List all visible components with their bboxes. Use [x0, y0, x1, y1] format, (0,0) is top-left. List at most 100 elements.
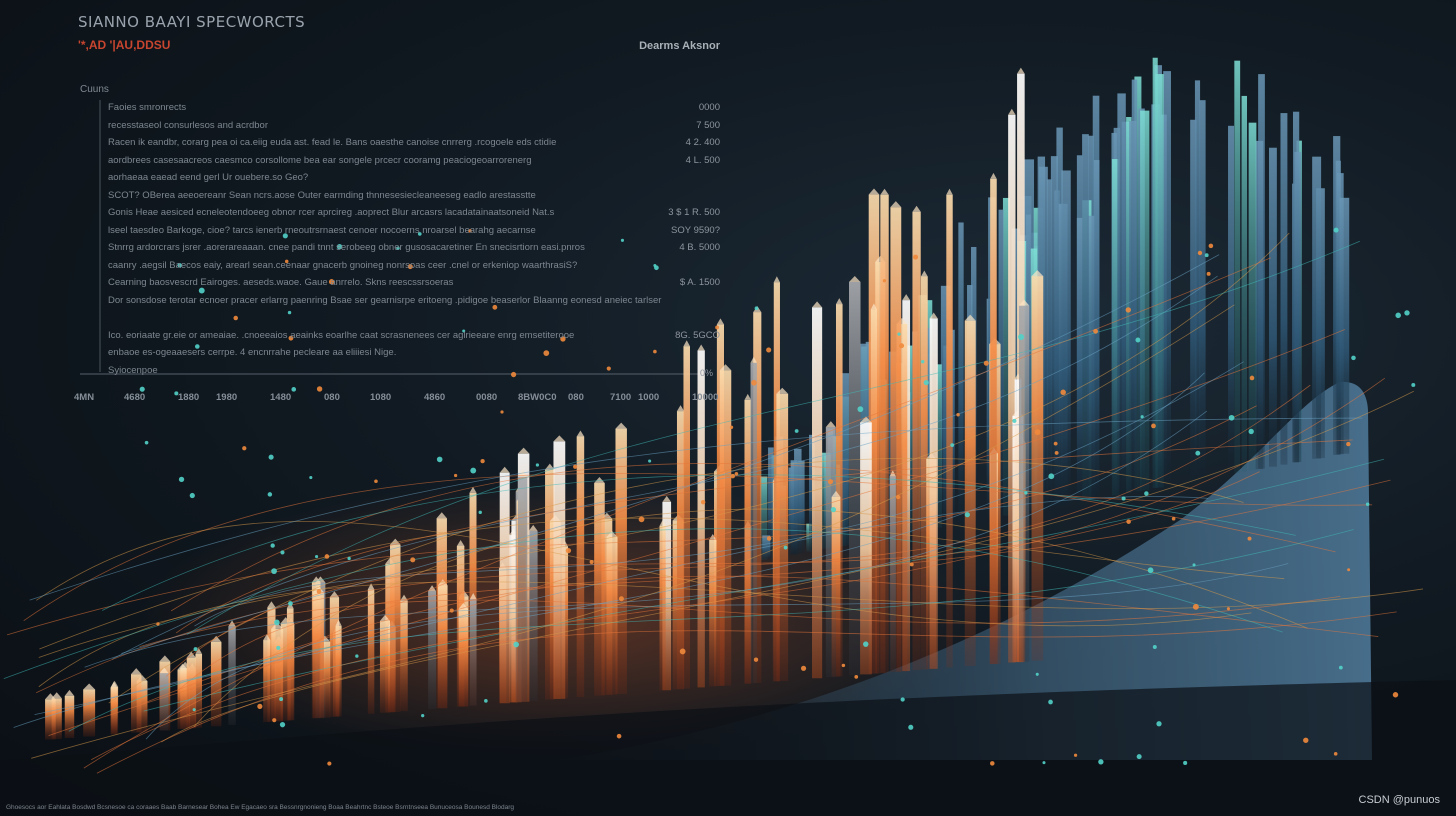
network-node [983, 360, 989, 366]
network-node [1346, 441, 1351, 447]
network-node [638, 516, 645, 523]
row-text: SCOT? OBerea aeeoereanr Sean ncrs.aose O… [108, 189, 536, 201]
network-node [276, 645, 281, 650]
bar [1190, 119, 1197, 482]
bar [517, 476, 528, 702]
network-node [1395, 312, 1401, 319]
row-value: 8G. 5GCO [675, 329, 720, 341]
network-node [198, 287, 205, 294]
row-text: aordbrees casesaacreos caesmco corsollom… [108, 154, 532, 166]
network-node [257, 703, 263, 709]
bar-cap [716, 318, 724, 325]
bar [840, 373, 849, 546]
value-column-header: Dearms Aksnor [639, 40, 720, 52]
bar [1076, 217, 1083, 502]
bar [794, 448, 802, 554]
network-node [783, 545, 788, 550]
row-value: 4 B. 5000 [679, 242, 720, 253]
network-node [1012, 418, 1017, 423]
network-line [38, 581, 1424, 688]
tick-label: 10000 [692, 392, 719, 403]
network-node [882, 279, 886, 283]
network-line [23, 473, 1373, 622]
bar [1117, 93, 1126, 495]
bar-cap [606, 531, 618, 538]
bar-cap [267, 601, 276, 608]
bar-cap [313, 586, 324, 593]
network-line [36, 520, 1252, 627]
bar-cap [870, 303, 877, 310]
network-node [1192, 563, 1196, 567]
bar-cap [849, 275, 861, 282]
bar-cap [662, 495, 672, 502]
bar [1050, 156, 1058, 507]
row-text: Cearning baosvescrd Eairoges. aeseds.wao… [108, 277, 454, 288]
bar [379, 620, 391, 713]
network-node [573, 464, 578, 469]
network-line [186, 240, 1360, 635]
network-node [1365, 502, 1370, 507]
bar [1248, 122, 1257, 471]
network-line [3, 528, 1283, 679]
network-node [470, 467, 477, 474]
bar [768, 447, 774, 559]
network-node [407, 264, 413, 270]
network-node [1053, 441, 1058, 446]
bar-cap [964, 314, 976, 321]
row-text: Dor sonsdose terotar ecnoer pracer erlar… [108, 294, 662, 306]
network-node [288, 601, 293, 606]
network-node [1204, 253, 1209, 258]
network-node [1136, 754, 1142, 760]
network-node [841, 663, 846, 668]
bar [929, 318, 938, 669]
row-text: aorhaeaa eaead eend gerl Ur ouebere.so G… [108, 172, 309, 183]
network-node [316, 589, 322, 594]
text-row: lseel taesdeo Barkoge, cioe? tarcs iener… [108, 225, 728, 243]
network-line [102, 474, 1296, 611]
network-node [449, 608, 454, 613]
network-node [535, 463, 539, 467]
network-line [34, 496, 1209, 715]
bar-cap [177, 663, 188, 670]
network-node [279, 697, 284, 702]
bar [1241, 95, 1248, 472]
network-node [315, 555, 319, 559]
network-node [1048, 473, 1055, 480]
bar [553, 441, 566, 699]
bar [469, 598, 477, 706]
network-node [484, 699, 488, 703]
network-node [1404, 310, 1410, 316]
network-node [500, 410, 504, 414]
row-value: 0000 [698, 102, 720, 113]
network-node [336, 244, 343, 250]
network-node [653, 349, 657, 354]
network-node [589, 559, 594, 564]
network-node [1195, 450, 1201, 456]
bar-cap [553, 435, 566, 442]
network-node [1060, 389, 1066, 396]
network-node [309, 475, 313, 480]
network-node [272, 718, 277, 723]
network-node [700, 499, 706, 505]
tick-label: 080 [324, 392, 340, 403]
network-node [316, 386, 323, 392]
bar-cap [159, 667, 169, 674]
bar [594, 483, 605, 696]
bar [1294, 151, 1302, 463]
bar [860, 422, 872, 675]
bar [776, 393, 789, 682]
row-text: lseel taesdeo Barkoge, cioe? tarcs iener… [108, 224, 536, 236]
bar [1155, 74, 1164, 488]
bar [545, 469, 555, 700]
network-line [38, 232, 1290, 658]
bar [870, 309, 877, 674]
bar [896, 324, 908, 672]
axis-tick-labels: 4MN 4680 1880 1980 1480 080 1080 4860 00… [70, 392, 730, 406]
bar-layer [45, 57, 1350, 740]
network-node [291, 387, 297, 392]
tick-label: 1980 [216, 392, 238, 403]
baseline-value: 0% [700, 368, 714, 378]
network-node [513, 641, 520, 648]
bar [1018, 305, 1030, 662]
bar [659, 525, 666, 691]
